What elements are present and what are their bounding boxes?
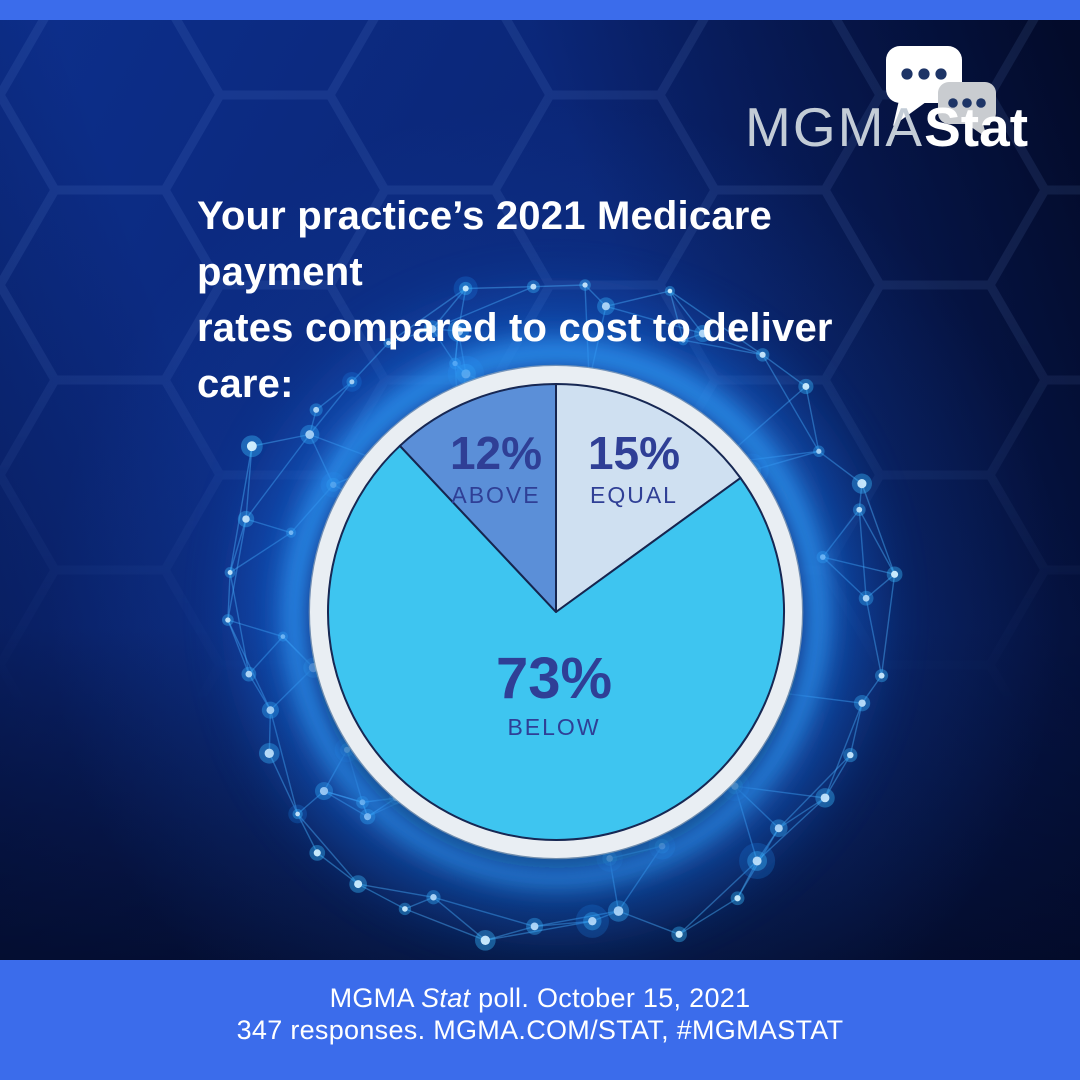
- slice-value: 12%: [449, 427, 543, 479]
- pie-slice-below: [327, 444, 785, 841]
- slice-name: EQUAL: [590, 482, 678, 508]
- slice-value: 15%: [587, 427, 681, 479]
- pie-chart: [240, 296, 872, 928]
- footer-brand-stat: Stat: [421, 983, 471, 1013]
- logo-text-stat: Stat: [924, 96, 1029, 158]
- top-accent-bar: [0, 0, 1080, 20]
- logo-text-mgma: MGMA: [745, 96, 925, 158]
- logo-wordmark: MGMAStat: [745, 100, 1028, 155]
- slice-label-above: 12% ABOVE: [396, 430, 596, 509]
- slice-label-below: 73% BELOW: [424, 650, 684, 741]
- slice-label-equal: 15% EQUAL: [534, 430, 734, 509]
- footer-brand: MGMA: [329, 983, 422, 1013]
- white-ring: [310, 366, 802, 858]
- footer-poll-date: poll. October 15, 2021: [470, 983, 751, 1013]
- outer-glow-halo: [240, 296, 872, 928]
- ring-outline: [308, 364, 804, 860]
- footer-line-2: 347 responses. MGMA.COM/STAT, #MGMASTAT: [236, 1015, 844, 1045]
- title-line-1: Your practice’s 2021 Medicare payment: [197, 194, 772, 294]
- pie-slice-equal: [555, 383, 742, 613]
- slice-name: ABOVE: [451, 482, 541, 508]
- slice-value: 73%: [495, 646, 613, 711]
- mgma-stat-logo: MGMAStat: [742, 38, 1028, 163]
- slice-name: BELOW: [507, 714, 601, 740]
- page-title: Your practice’s 2021 Medicare payment ra…: [197, 188, 937, 412]
- pie-slices: [327, 383, 785, 841]
- footer-bar: MGMA Stat poll. October 15, 2021 347 res…: [0, 960, 1080, 1080]
- pie-edge: [327, 383, 785, 841]
- pie-slice-above: [398, 383, 557, 613]
- footer-line-1: MGMA Stat poll. October 15, 2021: [0, 982, 1080, 1014]
- chat-bubbles-icon: [886, 46, 996, 138]
- title-line-2: rates compared to cost to deliver care:: [197, 306, 833, 406]
